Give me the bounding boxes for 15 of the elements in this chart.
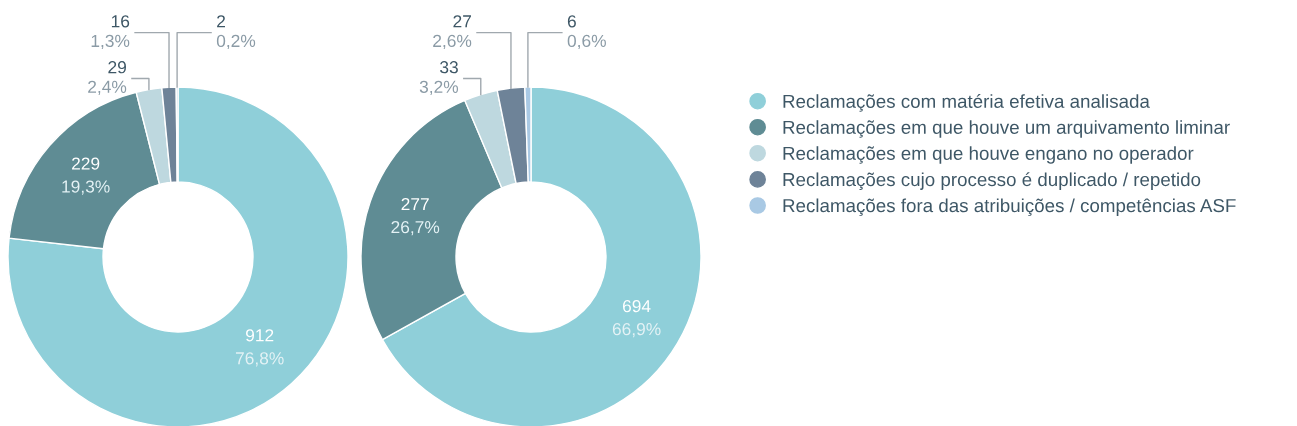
data-label: 277 26,7% xyxy=(391,197,440,236)
legend-label: Reclamações fora das atribuições / competências ASF xyxy=(783,198,1236,217)
legend-label: Reclamações cujo processo é duplicado / repetido xyxy=(783,172,1201,190)
data-label: 29 2,4% xyxy=(88,61,127,95)
legend-label: Reclamações em que houve um arquivamento liminar xyxy=(783,120,1230,138)
data-label: 2 0,2% xyxy=(216,15,256,50)
data-label: 33 3,2% xyxy=(419,61,459,95)
legend-label: Reclamações em que houve engano no operador xyxy=(783,146,1194,164)
data-label: 27 2,6% xyxy=(433,15,472,50)
data-label: 229 19,3% xyxy=(62,157,110,195)
data-label: 694 66,9% xyxy=(612,299,661,338)
data-label: 6 0,6% xyxy=(567,15,606,50)
data-label: 16 1,3% xyxy=(91,15,130,50)
legend-label: Reclamações com matéria efetiva analisada xyxy=(783,93,1150,112)
data-label: 912 76,8% xyxy=(235,329,284,367)
